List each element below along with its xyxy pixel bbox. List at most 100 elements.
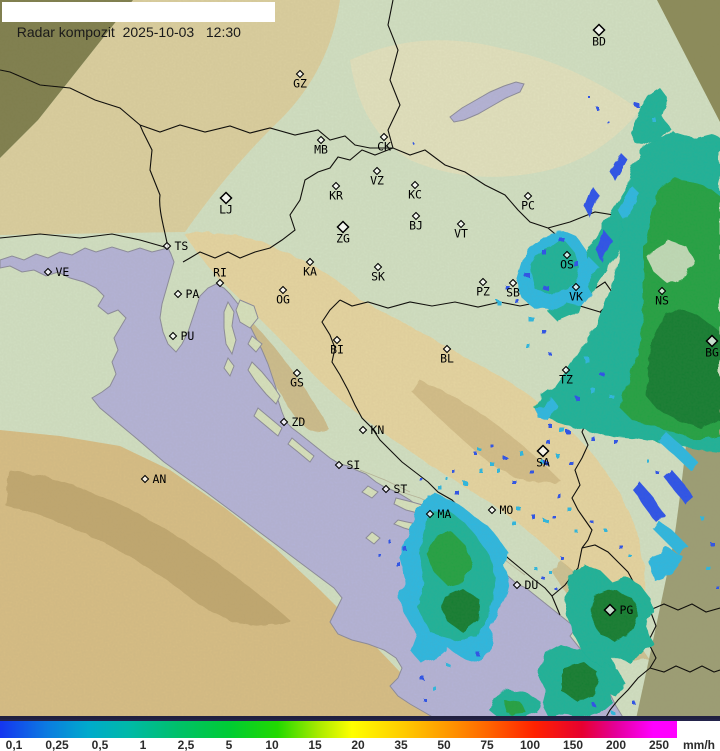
city-marker-VT: VT [454, 219, 468, 241]
city-marker-SA: SA [536, 444, 550, 470]
city-label-SB: SB [506, 286, 520, 300]
city-label-PG: PG [620, 603, 634, 617]
city-marker-GS: GS [290, 368, 304, 390]
city-marker-OS: OS [560, 250, 574, 272]
city-diamond-icon [523, 191, 533, 201]
city-marker-PU: PU [168, 329, 194, 343]
city-diamond-icon [332, 335, 342, 345]
legend-tick-1: 1 [139, 738, 147, 751]
legend-tick-50: 50 [437, 738, 451, 751]
city-diamond-icon [331, 181, 341, 191]
city-diamond-icon [536, 444, 550, 458]
city-diamond-icon [603, 603, 617, 617]
city-marker-BJ: BJ [409, 211, 423, 233]
city-marker-MA: MA [425, 507, 451, 521]
legend-tick-200: 200 [605, 738, 627, 751]
city-diamond-icon [292, 368, 302, 378]
terrain-noise [0, 0, 720, 719]
city-marker-KA: KA [303, 257, 317, 279]
city-diamond-icon [219, 191, 233, 205]
city-label-BD: BD [592, 35, 606, 49]
city-diamond-icon [487, 505, 497, 515]
city-marker-NS: NS [655, 286, 669, 308]
city-diamond-icon [279, 417, 289, 427]
city-marker-GZ: GZ [293, 69, 307, 91]
city-label-BG: BG [705, 346, 719, 360]
city-diamond-icon [571, 282, 581, 292]
city-marker-PA: PA [173, 287, 200, 301]
city-label-VK: VK [569, 290, 583, 304]
city-diamond-icon [334, 460, 344, 470]
city-diamond-icon [562, 250, 572, 260]
city-marker-ZD: ZD [279, 415, 306, 429]
city-label-ZD: ZD [292, 415, 306, 429]
city-marker-TZ: TZ [559, 365, 573, 387]
city-marker-KN: KN [358, 423, 384, 437]
city-label-MB: MB [314, 143, 328, 157]
city-label-TZ: TZ [559, 373, 573, 387]
city-marker-MO: MO [487, 503, 513, 517]
city-diamond-icon [508, 278, 518, 288]
city-marker-VZ: VZ [370, 166, 384, 188]
city-diamond-icon [43, 267, 53, 277]
city-label-KR: KR [329, 189, 343, 203]
city-label-PZ: PZ [476, 285, 490, 299]
legend-tick-0,5: 0,5 [91, 738, 109, 751]
city-diamond-icon [411, 211, 421, 221]
city-diamond-icon [372, 166, 382, 176]
city-diamond-icon [657, 286, 667, 296]
legend-tick-35: 35 [394, 738, 408, 751]
city-diamond-icon [478, 277, 488, 287]
city-markers-layer: BD GZ MB CK VZ KR KC LJ ZG BJ VT PC TS OS VE RI KA SK PA OG… [43, 23, 719, 617]
city-marker-ST: ST [381, 482, 407, 496]
city-label-GZ: GZ [293, 77, 307, 91]
city-diamond-icon [373, 262, 383, 272]
city-label-SI: SI [347, 458, 361, 472]
city-diamond-icon [410, 180, 420, 190]
city-marker-DU: DU [512, 578, 538, 592]
legend-tick-5: 5 [225, 738, 233, 751]
legend-tick-2,5: 2,5 [177, 738, 195, 751]
city-diamond-icon [358, 425, 368, 435]
city-diamond-icon [512, 580, 522, 590]
city-diamond-icon [456, 219, 466, 229]
city-diamond-icon [336, 220, 350, 234]
city-label-NS: NS [655, 294, 669, 308]
city-diamond-icon [381, 484, 391, 494]
city-marker-ZG: ZG [336, 220, 350, 246]
city-label-AN: AN [153, 472, 167, 486]
city-diamond-icon [215, 278, 225, 288]
city-marker-BL: BL [440, 344, 454, 366]
precipitation-legend: 0,1 0,25 0,5 1 2,5 5 10 15 20 35 50 75 100 150 200 250 m… [0, 719, 720, 751]
legend-tick-100: 100 [519, 738, 541, 751]
city-label-BL: BL [440, 352, 454, 366]
city-diamond-icon [173, 289, 183, 299]
legend-tick-250: 250 [648, 738, 670, 751]
title-text: Radar kompozit 2025-10-03 12:30 [16, 24, 241, 40]
city-marker-PG: PG [603, 603, 634, 617]
city-diamond-icon [425, 509, 435, 519]
city-marker-AN: AN [140, 472, 167, 486]
legend-tick-0,1: 0,1 [5, 738, 23, 751]
city-marker-VK: VK [569, 282, 583, 304]
city-diamond-icon [316, 135, 326, 145]
city-marker-MB: MB [314, 135, 328, 157]
city-label-KC: KC [408, 188, 422, 202]
city-label-SA: SA [536, 456, 550, 470]
city-marker-PC: PC [521, 191, 535, 213]
title-bar: Radar kompozit 2025-10-03 12:30 [2, 2, 275, 40]
city-label-LJ: LJ [219, 203, 233, 217]
city-label-OS: OS [560, 258, 574, 272]
city-marker-SB: SB [506, 278, 520, 300]
city-marker-OG: OG [276, 285, 290, 307]
city-diamond-icon [379, 132, 389, 142]
city-marker-BD: BD [592, 23, 606, 49]
city-label-TS: TS [175, 239, 189, 253]
city-diamond-icon [140, 474, 150, 484]
city-label-PA: PA [186, 287, 200, 301]
city-label-VE: VE [56, 265, 70, 279]
city-diamond-icon [168, 331, 178, 341]
city-label-VT: VT [454, 227, 468, 241]
city-label-RI: RI [213, 266, 227, 280]
